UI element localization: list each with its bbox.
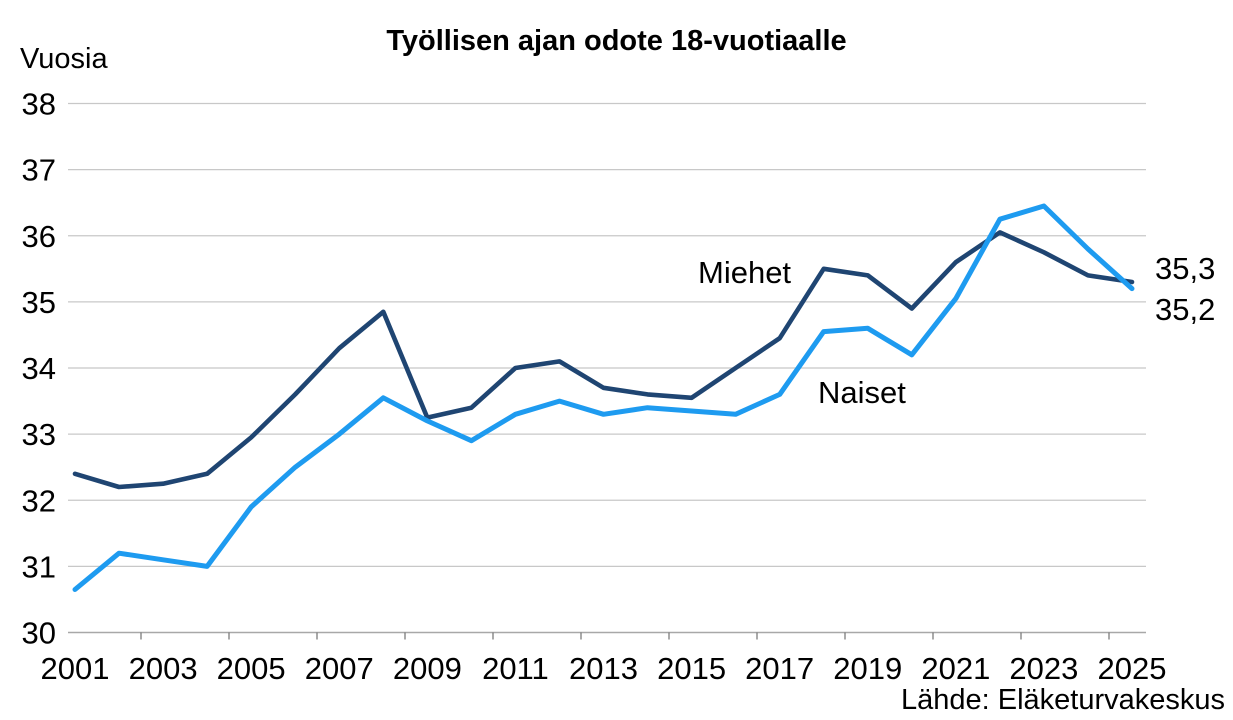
y-tick-label: 30 — [22, 616, 56, 651]
x-tick-label: 2009 — [393, 651, 462, 686]
x-tick-label: 2005 — [217, 651, 286, 686]
x-tick-label: 2001 — [41, 651, 110, 686]
y-tick-label: 35 — [22, 285, 56, 320]
end-value-miehet: 35,3 — [1155, 251, 1216, 286]
x-tick-label: 2011 — [482, 651, 549, 686]
y-tick-label: 36 — [22, 219, 56, 254]
y-tick-label: 32 — [22, 483, 56, 518]
x-tick-label: 2007 — [305, 651, 374, 686]
x-tick-label: 2013 — [569, 651, 638, 686]
x-tick-label: 2023 — [1009, 651, 1078, 686]
series-line-miehet — [72, 230, 1135, 490]
y-tick-label: 34 — [22, 351, 56, 386]
x-tick-label: 2019 — [833, 651, 902, 686]
series-label-naiset: Naiset — [818, 375, 906, 410]
y-tick-label: 38 — [22, 87, 56, 122]
series-label-miehet: Miehet — [698, 255, 792, 290]
y-tick-label: 37 — [22, 153, 56, 188]
y-axis-title: Vuosia — [20, 43, 108, 75]
y-tick-label: 31 — [22, 549, 56, 584]
x-tick-label: 2025 — [1098, 651, 1167, 686]
source-attribution: Lähde: Eläketurvakeskus — [900, 684, 1225, 716]
y-tick-label: 33 — [22, 417, 56, 452]
x-tick-label: 2021 — [921, 651, 990, 686]
x-tick-label: 2017 — [745, 651, 814, 686]
series-line-naiset — [72, 203, 1135, 592]
chart-title: Työllisen ajan odote 18-vuotiaalle — [386, 25, 847, 57]
x-tick-label: 2015 — [657, 651, 726, 686]
x-tick-label: 2003 — [129, 651, 198, 686]
end-value-naiset: 35,2 — [1155, 292, 1216, 327]
